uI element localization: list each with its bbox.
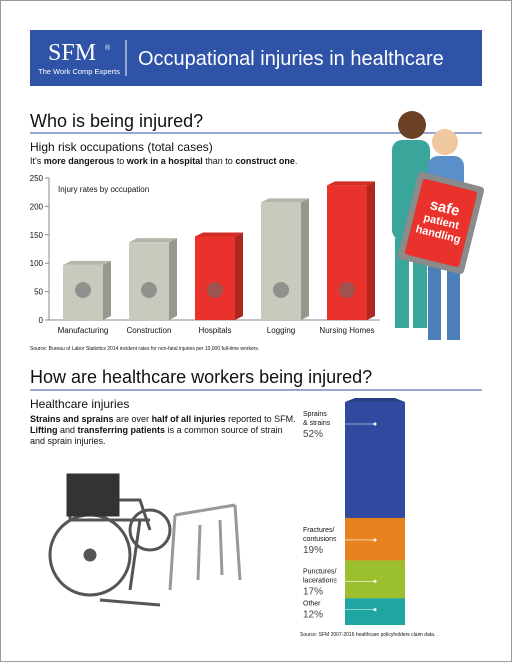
bar-side: [301, 198, 309, 320]
value-label: 17%: [303, 586, 323, 597]
text-run: work in a hospital: [126, 156, 203, 166]
y-tick-label: 250: [30, 174, 44, 183]
segment-label: Other: [303, 601, 321, 608]
text-run: is a common source of strain: [165, 425, 283, 435]
source: Source: Bureau of Labor Statistics 2014 …: [30, 346, 259, 352]
y-tick-label: 50: [34, 288, 43, 297]
value-label: 52%: [303, 429, 323, 440]
stacked-column-chart: Other 12% Punctures/ lacerations 17% Fractur…: [300, 398, 435, 638]
bar-top: [63, 260, 111, 265]
person-icon: [207, 282, 223, 298]
bar-top: [195, 232, 243, 237]
segment-label: Sprains & strains: [303, 411, 331, 427]
segment-top: [345, 398, 405, 402]
subheading: High risk occupations (total cases): [30, 140, 213, 154]
bar-side: [103, 260, 111, 320]
person-icon: [75, 282, 91, 298]
bar: [195, 236, 235, 320]
bar-chart: 0 50 100 150 200 250 Injury rates by occupatio…: [30, 174, 380, 352]
text-run: to: [114, 156, 127, 166]
paragraph-line: Lifting and transferring patients is a c…: [30, 425, 283, 435]
x-tick-label: Manufacturing: [58, 326, 109, 335]
bar-side: [367, 181, 375, 320]
text-run: Strains and sprains: [30, 414, 114, 424]
text-run: Lifting: [30, 425, 58, 435]
text-run: construct one: [235, 156, 295, 166]
header-title: Occupational injuries in healthcare: [138, 48, 444, 70]
person-icon: [141, 282, 157, 298]
x-tick-label: Construction: [127, 326, 172, 335]
paragraph-line: Strains and sprains are over half of all…: [30, 414, 296, 424]
source: Source: SFM 2007-2016 healthcare policyh…: [300, 632, 435, 638]
text-run: half of all injuries: [152, 414, 226, 424]
segment: [345, 402, 405, 518]
segment: [345, 560, 405, 599]
equipment-illustration: [48, 473, 242, 607]
bar-side: [169, 238, 177, 320]
y-tick-label: 0: [39, 316, 44, 325]
paragraph: Strains and sprains are over half of all…: [30, 414, 296, 446]
text-run: are over: [114, 414, 152, 424]
bar-top: [261, 198, 309, 203]
intro: It's more dangerous to work in a hospita…: [30, 156, 297, 166]
text-run: and: [58, 425, 78, 435]
text-run: and sprain injuries.: [30, 436, 106, 446]
value-label: 19%: [303, 545, 323, 556]
logo: SFM: [48, 40, 96, 66]
text-run: more dangerous: [44, 156, 115, 166]
segment: [345, 598, 405, 625]
text-run: .: [295, 156, 298, 166]
y-tick-label: 150: [30, 231, 44, 240]
person-icon: [273, 282, 289, 298]
x-tick-label: Logging: [267, 326, 295, 335]
chart-title: Injury rates by occupation: [58, 185, 149, 194]
bar: [129, 242, 169, 320]
segment-label: Fractures/ contusions: [303, 527, 337, 543]
bar-top: [129, 238, 177, 243]
tagline: The Work Comp Experts: [38, 67, 120, 76]
text-run: It's: [30, 156, 44, 166]
text-run: than to: [203, 156, 236, 166]
paragraph-line: and sprain injuries.: [30, 436, 106, 446]
bar: [327, 185, 367, 320]
segment-label: Punctures/ lacerations: [303, 568, 338, 584]
text-run: transferring patients: [78, 425, 166, 435]
registered: ®: [105, 44, 111, 52]
text-run: reported to SFM.: [226, 414, 296, 424]
value-label: 12%: [303, 610, 323, 621]
staff-illustration: [392, 111, 485, 340]
sign-text: safe: [428, 196, 461, 220]
section-heading: Who is being injured?: [30, 111, 203, 131]
y-tick-label: 200: [30, 202, 44, 211]
person-icon: [339, 282, 355, 298]
subheading: Healthcare injuries: [30, 397, 129, 411]
bar-side: [235, 232, 243, 320]
section-heading: How are healthcare workers being injured…: [30, 367, 372, 387]
bar: [261, 202, 301, 320]
y-tick-label: 100: [30, 259, 44, 268]
x-tick-label: Hospitals: [199, 326, 232, 335]
bar-top: [327, 181, 375, 186]
x-tick-label: Nursing Homes: [319, 326, 374, 335]
header-bar: [30, 30, 482, 86]
